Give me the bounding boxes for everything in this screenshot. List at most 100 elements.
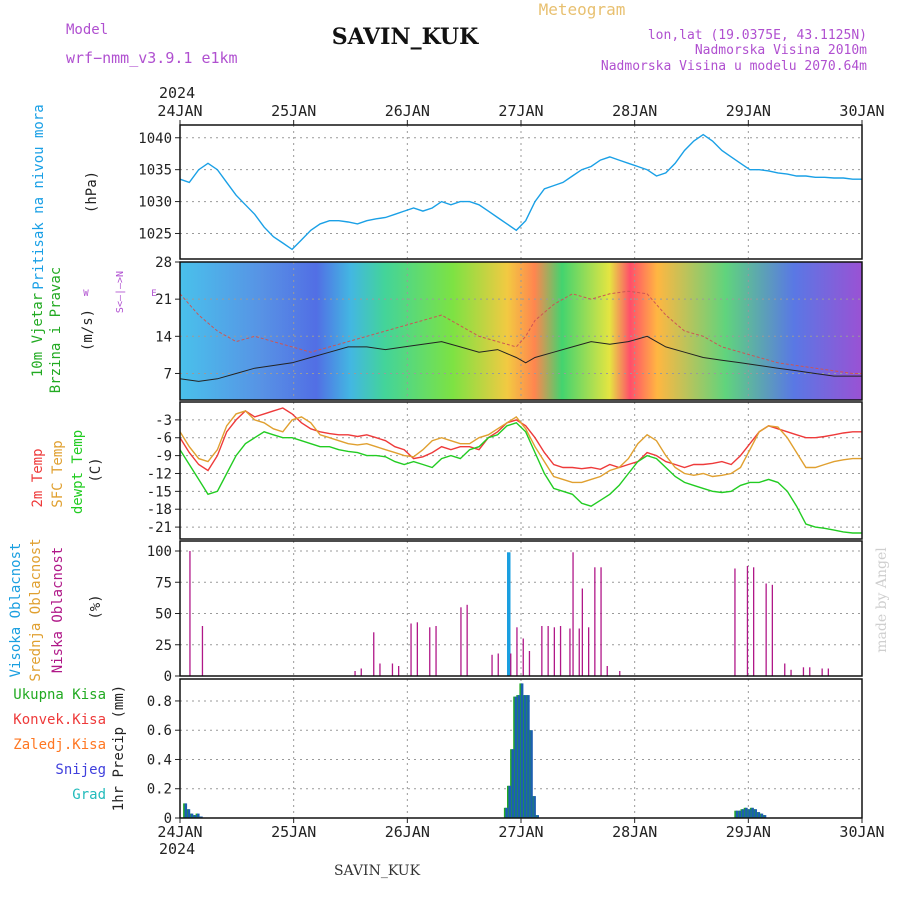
date-tick-label: 25JAN: [271, 102, 316, 120]
precip-bar: [193, 815, 197, 818]
wind-field: [180, 262, 862, 400]
cloud-bar: [516, 627, 518, 677]
y-tick-label: -9: [155, 449, 172, 465]
y-tick-label: 1030: [138, 195, 172, 211]
temp-dewpt-label: dewpt Temp: [70, 430, 86, 514]
cloud-bar: [746, 566, 749, 676]
temp-2m-label: 2m Temp: [30, 448, 46, 507]
cloud-bar: [201, 626, 204, 676]
precip-bar: [516, 695, 519, 818]
date-tick-label: 24JAN: [157, 823, 202, 841]
cloud-mid-label: Srednja Oblacnost: [28, 538, 44, 681]
cloud-bar: [547, 626, 549, 676]
temperature-frame: [179, 401, 863, 540]
y-tick-label: 14: [155, 329, 172, 345]
date-tick-label: 25JAN: [271, 823, 316, 841]
y-tick-label: 100: [147, 544, 172, 560]
precip-bar: [745, 807, 748, 818]
precip-bar: [514, 696, 518, 818]
precip-bar: [510, 749, 513, 818]
cloud-low-label: Niska Oblacnost: [50, 547, 66, 673]
cloud-bar: [771, 584, 773, 677]
pressure-labels: Pritisak na nivou mora (hPa): [31, 104, 100, 289]
precip-bar: [762, 815, 765, 818]
temp-unit: (C): [88, 457, 104, 482]
cloud-bar: [528, 651, 531, 676]
temperature-panel: -3 -6 -9-12 -15 -18 -21: [147, 401, 863, 540]
date-tick-label: 26JAN: [385, 102, 430, 120]
cloud-bar: [588, 627, 590, 677]
cloud-bar: [578, 628, 580, 676]
precip-bar: [528, 730, 532, 818]
precip-bar: [535, 815, 538, 818]
panels: 1025 1030 1035 1040 7 14 21 28 -3 -6 -9-12 -15 -18 -2…: [138, 124, 863, 827]
precip-bar: [753, 809, 756, 818]
y-tick-label: -21: [147, 520, 172, 536]
date-tick-label: 28JAN: [612, 823, 657, 841]
cloud-bar: [594, 567, 596, 677]
y-tick-label: 21: [155, 292, 172, 308]
pressure-axis-title: Pritisak na nivou mora: [31, 104, 47, 289]
meteogram-label: Meteogram: [539, 0, 626, 19]
precip-unit: 1hr Precip (mm): [111, 685, 127, 811]
precip-bar: [754, 809, 757, 818]
date-tick-label: 24JAN: [157, 102, 202, 120]
temp-sfc-label: SFC Temp: [50, 440, 66, 507]
precip-bar: [735, 810, 739, 818]
precip-bar: [530, 730, 533, 818]
cloud-high-label: Visoka Oblacnost: [8, 543, 24, 678]
cloud-bar: [379, 663, 381, 676]
precip-bar: [759, 813, 762, 818]
precip-bar: [524, 695, 527, 818]
precip-bar: [519, 683, 522, 818]
cloud-bar: [491, 654, 493, 677]
precip-bar: [757, 812, 761, 818]
date-tick-label: 26JAN: [385, 823, 430, 841]
precip-legend-zaledj: Zaledj.Kisa: [13, 737, 106, 753]
precip-legend-snijeg: Snijeg: [55, 762, 106, 778]
y-tick-label: -12: [147, 466, 172, 482]
y-tick-label: 0.2: [147, 782, 172, 798]
y-tick-label: 0.8: [147, 694, 172, 710]
cloud-bar: [541, 626, 543, 676]
precip-labels: Ukupna Kisa Konvek.Kisa Zaledj.Kisa Snij…: [13, 685, 127, 811]
cloud-bar: [354, 671, 356, 676]
cloud-frame: [179, 540, 863, 677]
y-tick-label: 1040: [138, 131, 172, 147]
wind-panel: 7 14 21 28: [155, 255, 863, 401]
watermark: made by Angel: [874, 547, 890, 653]
model-label: Model: [66, 22, 108, 38]
precip-bar: [522, 695, 526, 818]
date-tick-label: 30JAN: [839, 102, 884, 120]
precip-bar: [536, 815, 539, 818]
wind-unit: (m/s): [80, 309, 96, 351]
year-bottom: 2024: [159, 840, 195, 858]
precip-bar: [749, 807, 753, 818]
precip-bar: [740, 809, 744, 818]
precip-bar: [517, 695, 521, 818]
precip-legend-konvek: Konvek.Kisa: [13, 712, 106, 728]
y-tick-label: 28: [155, 255, 172, 271]
precip-bar: [190, 813, 194, 818]
year-top: 2024: [159, 84, 195, 102]
date-tick-label: 29JAN: [726, 102, 771, 120]
cloud-bar: [416, 622, 418, 677]
pressure-unit: (hPa): [84, 171, 100, 213]
cloud-bar: [553, 627, 555, 677]
compass-e-label: E: [151, 289, 156, 299]
model-name: wrf−nmm_v3.9.1 e1km: [66, 49, 238, 67]
date-tick-label: 29JAN: [726, 823, 771, 841]
precip-bar: [520, 683, 524, 818]
y-tick-label: 75: [155, 575, 172, 591]
wind-labels: 10m Vjetar Brzina i Pravac (m/s) W E S<—…: [30, 267, 157, 393]
date-tick-label: 27JAN: [498, 823, 543, 841]
cloud-bar: [373, 632, 375, 677]
precip-bar: [531, 796, 535, 818]
cloud-bar: [765, 583, 767, 676]
cloud-bar: [572, 552, 574, 677]
cloud-bar: [753, 567, 755, 677]
cloud-bar: [398, 666, 400, 676]
cloud-unit: (%): [88, 594, 104, 619]
precip-legend-grad: Grad: [72, 787, 106, 803]
